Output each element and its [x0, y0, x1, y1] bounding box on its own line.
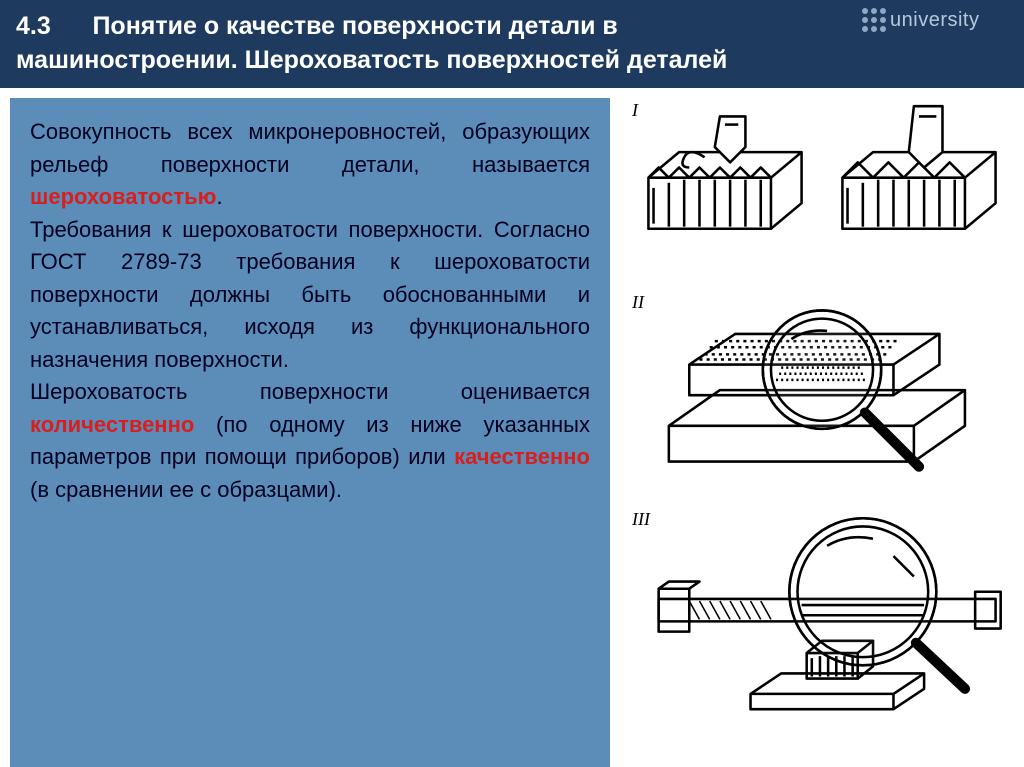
- slide-content: Совокупность всех микронеровностей, обра…: [0, 88, 1024, 767]
- title-line-1: Понятие о качестве поверхности детали в: [92, 12, 617, 40]
- p3-part-c: (в сравнении ее с образцами).: [30, 477, 342, 502]
- title-line-2: машиностроении. Шероховатость поверхност…: [16, 46, 727, 74]
- paragraph-2: Требования к шероховатости поверхности. …: [30, 214, 590, 377]
- p1-highlight: шероховатостью: [30, 184, 216, 209]
- p1-part-a: Совокупность всех микронеровностей, обра…: [30, 119, 590, 177]
- logo-dots-icon: [862, 8, 886, 32]
- lathe-lens-icon: [628, 505, 1016, 740]
- roman-numeral-3: III: [632, 509, 650, 530]
- slide-title: 4.3 Понятие о качестве поверхности детал…: [16, 10, 1008, 78]
- p1-part-b: .: [216, 184, 222, 209]
- roman-numeral-2: II: [632, 292, 644, 313]
- p3-part-a: Шероховатость поверхности оценивается: [30, 379, 590, 404]
- roman-numeral-1: I: [632, 100, 638, 121]
- section-number: 4.3: [16, 12, 51, 40]
- p3-highlight-2: качественно: [454, 444, 590, 469]
- university-logo: university: [862, 8, 1012, 78]
- p3-highlight-1: количественно: [30, 412, 194, 437]
- paragraph-1: Совокупность всех микронеровностей, обра…: [30, 116, 590, 214]
- diagram-1: I: [628, 96, 1016, 280]
- diagrams-column: I: [610, 88, 1024, 767]
- slide-header: 4.3 Понятие о качестве поверхности детал…: [0, 0, 1024, 88]
- paragraph-3: Шероховатость поверхности оценивается ко…: [30, 376, 590, 506]
- diagram-3: III: [628, 505, 1016, 745]
- cutting-diagram-icon: [628, 96, 1016, 275]
- magnifier-block-icon: [628, 288, 1016, 492]
- main-text-block: Совокупность всех микронеровностей, обра…: [10, 98, 610, 767]
- diagram-2: II: [628, 288, 1016, 497]
- logo-text: university: [890, 9, 979, 32]
